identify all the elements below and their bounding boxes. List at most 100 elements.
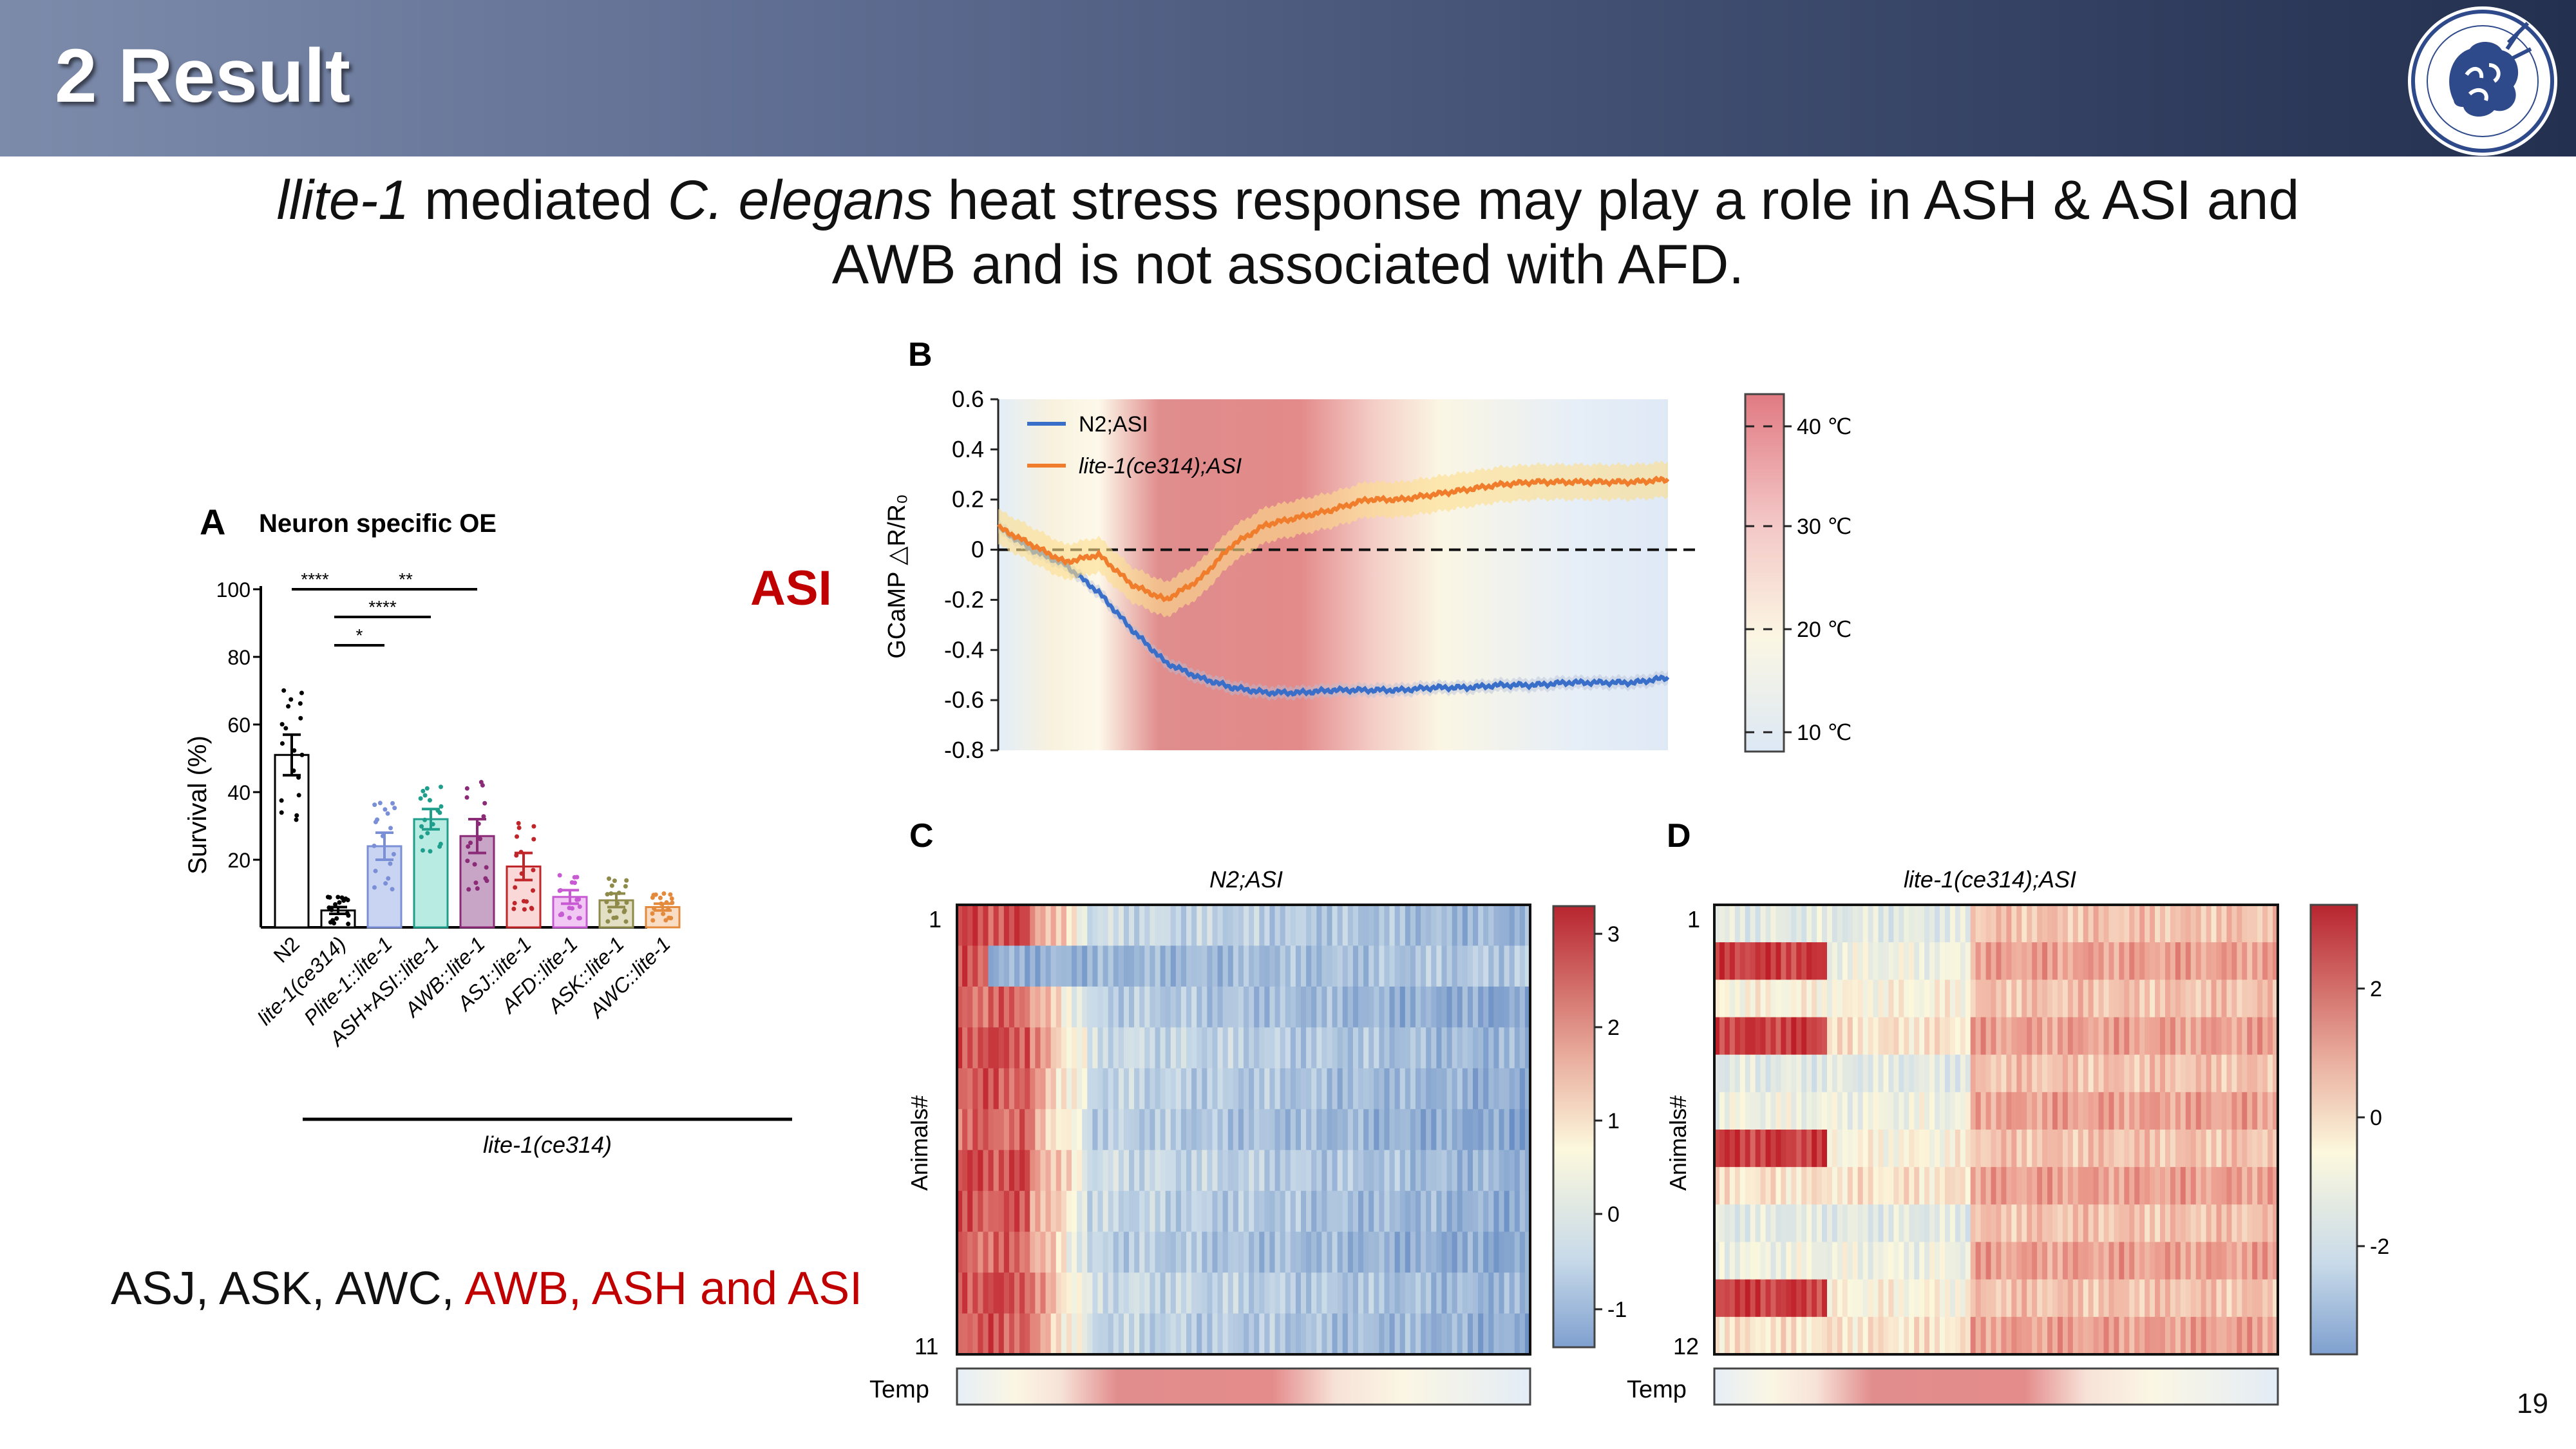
heat-cell	[1040, 1068, 1046, 1110]
heat-cell	[1144, 1191, 1150, 1233]
heat-cell	[1180, 986, 1187, 1028]
heat-cell	[2139, 1017, 2145, 1056]
heat-cell	[1750, 1054, 1756, 1093]
heat-cell	[1493, 1150, 1500, 1191]
heat-cell	[1274, 1027, 1281, 1069]
heat-cell	[1087, 1150, 1093, 1191]
heat-cell	[1410, 1027, 1416, 1069]
heat-cell	[1714, 1017, 1720, 1056]
heat-cell	[1739, 1092, 1746, 1130]
heat-cell	[1113, 945, 1119, 987]
heat-cell	[1050, 1191, 1057, 1233]
heat-cell	[1311, 1231, 1317, 1273]
heat-cell	[2221, 1130, 2228, 1168]
temp-tick-label: 30 ℃	[1797, 515, 1852, 539]
heat-cell	[2067, 1167, 2074, 1205]
heat-cell	[1285, 1109, 1291, 1151]
heat-cell	[2006, 1167, 2012, 1205]
heat-cell	[1186, 1313, 1192, 1355]
heat-cell	[1955, 942, 1961, 980]
heat-cell	[2093, 980, 2099, 1018]
heat-cell	[1009, 986, 1015, 1028]
heat-cell	[983, 986, 989, 1028]
heat-cell	[1944, 980, 1951, 1018]
heat-cell	[1389, 1068, 1396, 1110]
heat-cell	[2062, 1204, 2069, 1242]
heat-cell	[1745, 1167, 1751, 1205]
heat-cell	[1822, 1092, 1828, 1130]
heat-cell	[1405, 945, 1411, 987]
heat-cell	[1050, 1068, 1057, 1110]
heat-cell	[1150, 1273, 1156, 1314]
heat-cell	[1514, 1273, 1520, 1314]
heat-cell	[2016, 980, 2022, 1018]
heat-cell	[1847, 1092, 1853, 1130]
heat-cell	[1975, 1167, 1982, 1205]
heat-cell	[1760, 1242, 1766, 1280]
heat-cell	[2098, 1279, 2105, 1318]
heat-cell	[1857, 980, 1864, 1018]
heat-cell	[1441, 1231, 1448, 1273]
heat-cell	[2150, 1017, 2155, 1056]
data-point	[661, 891, 667, 896]
heat-cell	[2032, 1092, 2038, 1130]
heat-cell	[1421, 905, 1426, 946]
heat-cell	[1233, 1150, 1239, 1191]
heat-cell	[1812, 1279, 1817, 1318]
heat-cell	[1924, 942, 1930, 980]
heat-cell	[1374, 1231, 1379, 1273]
heat-cell	[1155, 1231, 1161, 1273]
heat-cell	[2216, 905, 2222, 943]
heat-cell	[1139, 905, 1145, 946]
heat-cell	[1868, 1054, 1874, 1093]
heat-cell	[1842, 1204, 1848, 1242]
heat-cell	[2057, 1204, 2063, 1242]
heat-cell	[1290, 986, 1296, 1028]
heat-cell	[1899, 1316, 1904, 1355]
heat-cell	[988, 1150, 994, 1191]
heat-cell	[1770, 1130, 1777, 1168]
heat-cell	[1165, 1027, 1171, 1069]
heat-cell	[1452, 1191, 1458, 1233]
heat-cell	[1904, 980, 1909, 1018]
heat-cell	[2268, 1130, 2273, 1168]
heat-cell	[1786, 980, 1792, 1018]
heat-cell	[1244, 1191, 1249, 1233]
heat-cell	[2257, 1316, 2263, 1355]
heat-cell	[1493, 1109, 1500, 1151]
heat-cell	[1509, 905, 1515, 946]
heat-cell	[967, 1068, 973, 1110]
heat-cell	[1019, 1313, 1025, 1355]
y-tick-label: 100	[216, 578, 251, 601]
heat-cell	[2006, 1130, 2012, 1168]
heat-cell	[1399, 1231, 1406, 1273]
heat-cell	[1384, 1109, 1390, 1151]
heat-cell	[1165, 905, 1171, 946]
heat-cell	[1837, 1017, 1843, 1056]
heat-cell	[1873, 1204, 1879, 1242]
heat-cell	[1207, 1109, 1213, 1151]
heat-cell	[2022, 1054, 2027, 1093]
heat-cell	[2016, 1092, 2022, 1130]
heat-cell	[1812, 1092, 1817, 1130]
heat-cell	[1202, 905, 1208, 946]
heat-cell	[1883, 1279, 1889, 1318]
heat-cell	[1734, 1316, 1741, 1355]
heat-cell	[1960, 1242, 1966, 1280]
heat-cell	[1935, 905, 1940, 943]
heat-cell	[2180, 942, 2186, 980]
heat-cell	[1144, 1150, 1150, 1191]
heat-cell	[2042, 1054, 2048, 1093]
heat-cell	[2252, 1316, 2258, 1355]
heat-cell	[2216, 1017, 2222, 1056]
heat-cell	[1352, 1313, 1359, 1355]
heat-cell	[2252, 1054, 2258, 1093]
heat-cell	[2052, 1167, 2058, 1205]
heat-cell	[2268, 1279, 2273, 1318]
data-point	[612, 878, 617, 884]
heat-cell	[1488, 1231, 1494, 1273]
data-point	[519, 871, 524, 876]
heat-cell	[2155, 1204, 2161, 1242]
heat-cell	[1914, 1017, 1920, 1056]
heat-cell	[1955, 905, 1961, 943]
